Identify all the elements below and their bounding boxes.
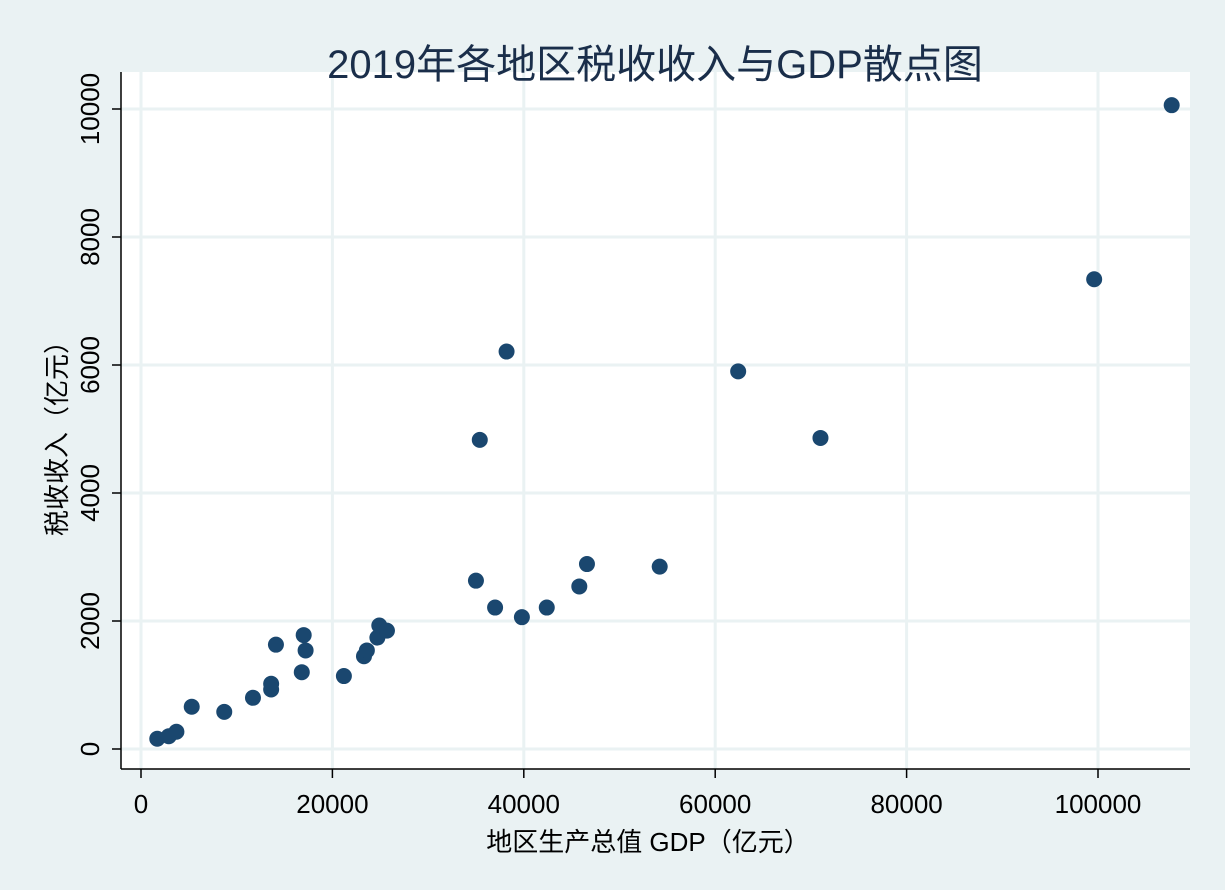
data-point [358,642,375,659]
data-point [244,689,261,706]
chart-title: 2019年各地区税收收入与GDP散点图 [327,43,983,87]
data-point [183,698,200,715]
data-point [297,642,314,659]
y-tick-label: 8000 [75,208,105,266]
y-tick-label: 4000 [75,464,105,522]
data-point [571,578,588,595]
data-point [216,703,233,720]
y-tick-label: 0 [75,742,105,756]
data-point [335,668,352,685]
x-tick-label: 60000 [679,789,751,819]
y-axis-label: 税收收入（亿元） [42,328,72,536]
x-tick-label: 0 [134,789,148,819]
axes: 0 20000 40000 60000 80000 100000 0 2000 4000 6000… [75,72,1190,819]
y-tick-label: 6000 [75,336,105,394]
y-tick-label: 2000 [75,592,105,650]
x-tick-label: 80000 [870,789,942,819]
y-tick-label: 10000 [75,73,105,145]
data-point [293,664,310,681]
data-point [471,431,488,448]
data-point [651,558,668,575]
data-point [578,556,595,573]
data-point [812,429,829,446]
data-point [1163,97,1180,114]
data-point [267,636,284,653]
data-point [295,627,312,644]
grid [121,72,1190,769]
data-point [378,622,395,639]
data-point [487,599,504,616]
x-tick-label: 20000 [296,789,368,819]
data-point [498,343,515,360]
data-point [263,681,280,698]
x-tick-label: 40000 [488,789,560,819]
data-point [513,609,530,626]
data-point [538,599,555,616]
data-point [168,723,185,740]
data-point [1086,271,1103,288]
x-tick-label: 100000 [1055,789,1142,819]
data-point [730,363,747,380]
x-axis-label: 地区生产总值 GDP（亿元） [486,827,810,857]
plot-area [121,72,1190,769]
data-points [149,97,1180,747]
data-point [467,572,484,589]
